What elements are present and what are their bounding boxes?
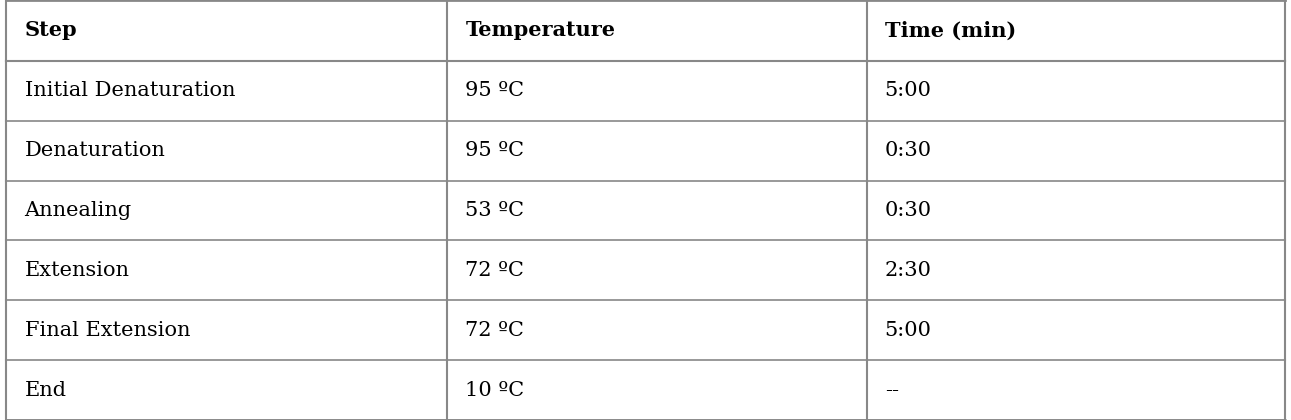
Text: Time (min): Time (min) (884, 21, 1016, 40)
Text: Final Extension: Final Extension (25, 321, 190, 340)
Text: Temperature: Temperature (466, 21, 616, 40)
Text: Extension: Extension (25, 261, 129, 280)
Text: 72 ºC: 72 ºC (466, 321, 524, 340)
Text: 95 ºC: 95 ºC (466, 141, 524, 160)
Text: Denaturation: Denaturation (25, 141, 165, 160)
Text: 53 ºC: 53 ºC (466, 201, 524, 220)
Text: 0:30: 0:30 (884, 141, 932, 160)
Text: 5:00: 5:00 (884, 321, 932, 340)
Text: Annealing: Annealing (25, 201, 132, 220)
Text: --: -- (884, 381, 899, 399)
Text: 0:30: 0:30 (884, 201, 932, 220)
Text: End: End (25, 381, 67, 399)
Text: 5:00: 5:00 (884, 81, 932, 100)
Text: 72 ºC: 72 ºC (466, 261, 524, 280)
Text: 2:30: 2:30 (884, 261, 932, 280)
Text: Initial Denaturation: Initial Denaturation (25, 81, 235, 100)
Text: Step: Step (25, 21, 77, 40)
Text: 10 ºC: 10 ºC (466, 381, 524, 399)
Text: 95 ºC: 95 ºC (466, 81, 524, 100)
